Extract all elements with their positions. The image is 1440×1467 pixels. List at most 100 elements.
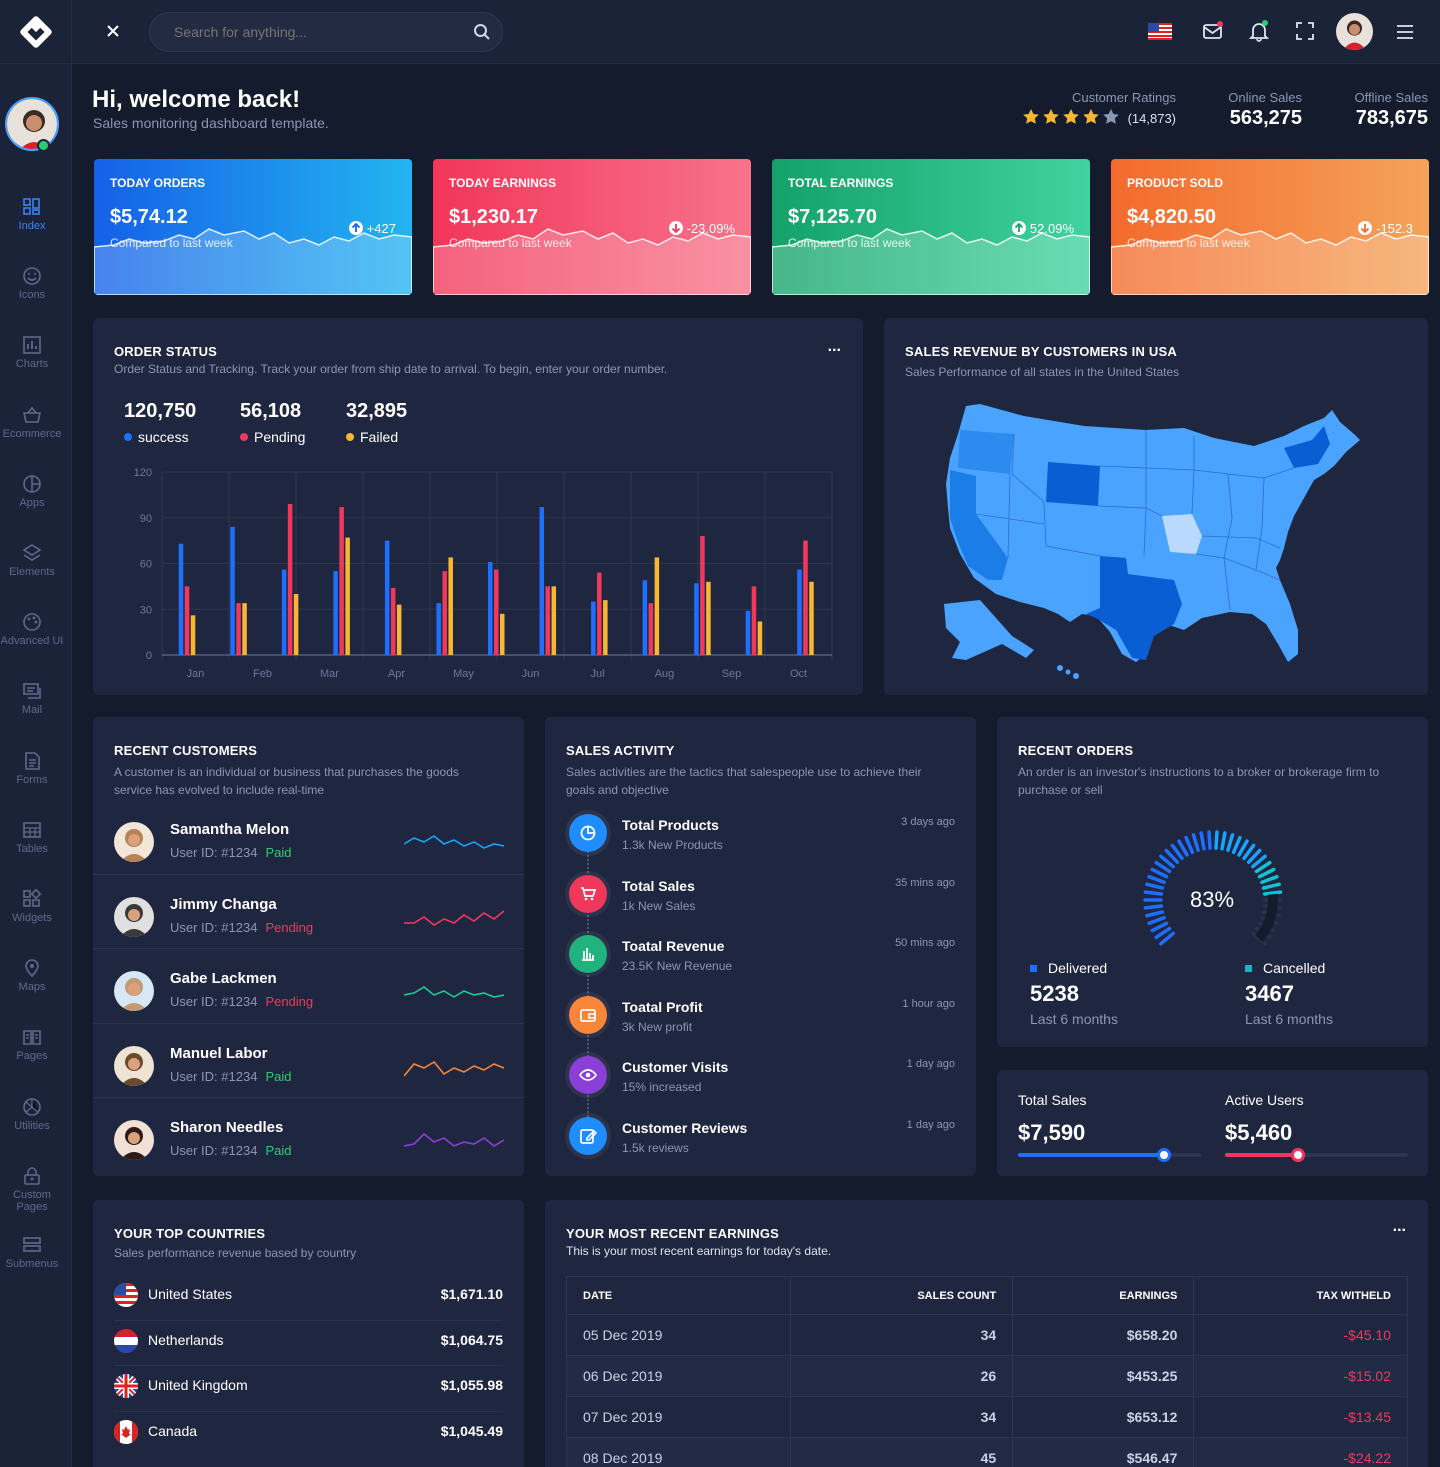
sidebar-item-custom-pages[interactable]: Custom Pages (0, 1166, 64, 1213)
gauge-tick (1147, 916, 1166, 926)
stat-card-product-sold[interactable]: PRODUCT SOLD $4,820.50 Compared to last we… (1111, 159, 1429, 295)
activity-item[interactable]: Customer Visits 15% increased 1 day ago (545, 1056, 976, 1106)
state-washington[interactable] (958, 430, 1014, 474)
x-tick-label: Aug (655, 668, 675, 680)
column-header[interactable]: TAX WITHELD (1193, 1276, 1408, 1315)
smiley-icon (0, 266, 64, 286)
active-users-slider-handle[interactable] (1291, 1148, 1306, 1162)
sidebar: Index Icons Charts Ecommerce Apps Elements Adv… (0, 0, 72, 1467)
total-sales-slider-handle[interactable] (1157, 1148, 1172, 1162)
bar (333, 571, 338, 655)
menu-icon[interactable] (1396, 24, 1414, 40)
stat-card-today-earnings[interactable]: TODAY EARNINGS $1,230.17 Compared to last … (433, 159, 751, 295)
more-options-button[interactable]: ... (1392, 1218, 1406, 1235)
sidebar-item-label: Apps (19, 496, 45, 509)
customer-row[interactable]: Gabe Lackmen User ID: #1234 Pending (93, 963, 524, 1023)
sidebar-item-charts[interactable]: Charts (0, 335, 64, 370)
customer-row[interactable]: Manuel Labor User ID: #1234 Paid (93, 1038, 524, 1098)
sidebar-item-utilities[interactable]: Utilities (0, 1097, 64, 1132)
mail-icon[interactable] (1202, 21, 1224, 41)
country-name: United States (148, 1286, 233, 1302)
customer-row[interactable]: Jimmy Changa User ID: #1234 Pending (93, 889, 524, 949)
column-header[interactable]: DATE (566, 1276, 791, 1315)
stat-card-today-orders[interactable]: TODAY ORDERS $5,74.12 Compared to last wee… (94, 159, 412, 295)
sidebar-item-advanced-ui[interactable]: Advanced UI (0, 612, 64, 647)
state-hawaii[interactable] (1057, 665, 1063, 671)
table-row[interactable]: 07 Dec 2019 34 $653.12 -$13.45 (566, 1396, 1408, 1438)
table-row[interactable]: 05 Dec 2019 34 $658.20 -$45.10 (566, 1314, 1408, 1356)
sidebar-item-icons[interactable]: Icons (0, 266, 64, 301)
gauge-tick (1254, 860, 1272, 874)
activity-item[interactable]: Toatal Revenue 23.5K New Revenue 50 mins a… (545, 935, 976, 985)
gauge-track (1255, 893, 1278, 942)
table-row[interactable]: 08 Dec 2019 45 $546.47 -$24.22 (566, 1437, 1408, 1467)
customer-sparkline (404, 1060, 504, 1077)
gauge-tick (1177, 839, 1189, 857)
ratings-count: (14,873) (1127, 111, 1176, 126)
profile-avatar[interactable] (1336, 13, 1373, 50)
us-flag-icon[interactable] (1148, 23, 1172, 40)
user-avatar[interactable] (5, 97, 59, 151)
activity-item[interactable]: Total Products 1.3k New Products 3 days ag… (545, 814, 976, 864)
activity-time: 3 days ago (901, 816, 955, 828)
country-row[interactable]: United Kingdom $1,055.98 (93, 1374, 524, 1404)
state-california[interactable] (950, 470, 1008, 580)
sidebar-item-maps[interactable]: Maps (0, 958, 64, 993)
avatar (114, 971, 154, 1011)
country-row[interactable]: United States $1,671.10 (93, 1283, 524, 1313)
orders-gauge (1143, 830, 1283, 946)
sidebar-item-index[interactable]: Index (0, 197, 64, 232)
activity-item[interactable]: Toatal Profit 3k New profit 1 hour ago (545, 995, 976, 1046)
status-badge: Pending (265, 994, 314, 1009)
more-options-button[interactable]: ... (827, 338, 841, 355)
usa-map[interactable] (884, 318, 1428, 695)
total-sales-slider[interactable] (1018, 1148, 1201, 1162)
sidebar-item-forms[interactable]: Forms (0, 751, 64, 786)
bar (751, 586, 757, 655)
state-missouri[interactable] (1162, 514, 1202, 554)
customer-row[interactable]: Sharon Needles User ID: #1234 Paid (93, 1112, 524, 1172)
sidebar-item-apps[interactable]: Apps (0, 474, 64, 509)
customer-row[interactable]: Samantha Melon User ID: #1234 Paid (93, 814, 524, 874)
sidebar-item-pages[interactable]: Pages (0, 1027, 64, 1062)
notification-bell-icon[interactable] (1248, 20, 1270, 42)
avatar (114, 1120, 154, 1160)
fullscreen-icon[interactable] (1296, 22, 1314, 40)
column-header[interactable]: EARNINGS (1012, 1276, 1195, 1315)
order-summary-value: 56,108 (240, 400, 302, 422)
stat-card-total-earnings[interactable]: TOTAL EARNINGS $7,125.70 Compared to last … (772, 159, 1090, 295)
stat-title: PRODUCT SOLD (1127, 176, 1223, 190)
country-row[interactable]: Canada $1,045.49 (93, 1419, 524, 1450)
search-icon[interactable] (473, 23, 491, 41)
activity-item[interactable]: Total Sales 1k New Sales 35 mins ago (545, 874, 976, 925)
sidebar-item-mail[interactable]: Mail (0, 681, 64, 716)
sidebar-item-label: Ecommerce (2, 427, 62, 440)
country-value: $1,671.10 (440, 1286, 503, 1302)
stat-change-value: -23.09% (686, 221, 735, 236)
state-new-york[interactable] (1284, 426, 1330, 468)
sidebar-item-widgets[interactable]: Widgets (0, 889, 64, 924)
card-title: SALES ACTIVITY (566, 743, 675, 758)
cancelled-period: Last 6 months (1245, 1011, 1333, 1027)
sidebar-item-submenus[interactable]: Submenus (0, 1235, 64, 1270)
logo[interactable] (0, 0, 71, 64)
close-icon[interactable] (106, 24, 120, 38)
state-wyoming[interactable] (1046, 462, 1100, 506)
avatar (114, 896, 154, 937)
sidebar-item-ecommerce[interactable]: Ecommerce (0, 405, 64, 440)
total-sales-label: Total Sales (1018, 1092, 1087, 1108)
sidebar-item-tables[interactable]: Tables (0, 820, 64, 855)
activity-item[interactable]: Customer Reviews 1.5k reviews 1 day ago (545, 1116, 976, 1167)
state-texas[interactable] (1086, 556, 1182, 660)
stat-value: $1,230.17 (449, 206, 538, 228)
active-users-slider[interactable] (1225, 1148, 1408, 1162)
search-input[interactable] (149, 12, 503, 52)
table-row[interactable]: 06 Dec 2019 26 $453.25 -$15.02 (566, 1355, 1408, 1397)
column-header[interactable]: SALES COUNT (789, 1276, 1014, 1315)
bar (396, 604, 402, 655)
divider (93, 873, 524, 875)
state-alaska[interactable] (944, 600, 1034, 660)
total-sales-value: $7,590 (1018, 1120, 1086, 1145)
country-row[interactable]: Netherlands $1,064.75 (93, 1328, 524, 1359)
sidebar-item-elements[interactable]: Elements (0, 543, 64, 578)
